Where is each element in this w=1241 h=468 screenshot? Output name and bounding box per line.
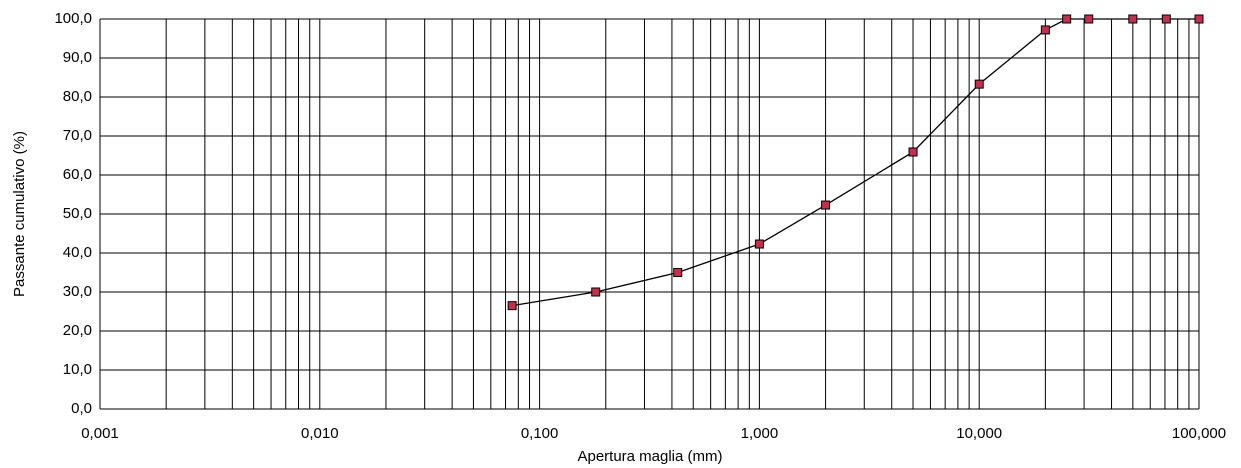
y-tick-label: 40,0 — [63, 244, 92, 261]
data-point — [1084, 14, 1094, 24]
y-tick-label: 80,0 — [63, 88, 92, 105]
x-axis-label: Apertura maglia (mm) — [577, 448, 722, 465]
data-point — [1194, 14, 1204, 24]
data-point — [591, 287, 601, 297]
y-tick-label: 30,0 — [63, 283, 92, 300]
y-tick-label: 70,0 — [63, 127, 92, 144]
data-point — [754, 239, 764, 249]
data-point — [507, 301, 517, 311]
data-line — [512, 18, 1199, 307]
data-point — [1040, 25, 1050, 35]
y-tick-label: 10,0 — [63, 361, 92, 378]
data-point — [1128, 14, 1138, 24]
data-point — [1161, 14, 1171, 24]
y-tick-label: 0,0 — [71, 400, 92, 417]
x-tick-label: 100,000 — [1172, 425, 1226, 442]
x-tick-label: 0,100 — [521, 425, 559, 442]
x-tick-label: 1,000 — [741, 425, 779, 442]
y-tick-label: 50,0 — [63, 205, 92, 222]
x-tick-label: 10,000 — [956, 425, 1002, 442]
x-tick-label: 0,010 — [301, 425, 339, 442]
data-point — [821, 200, 831, 210]
y-axis-label: Passante cumulativo (%) — [11, 131, 28, 297]
y-tick-label: 90,0 — [63, 49, 92, 66]
y-tick-label: 20,0 — [63, 322, 92, 339]
x-tick-label: 0,001 — [81, 425, 119, 442]
data-point — [673, 268, 683, 277]
data-point — [908, 147, 918, 157]
y-tick-label: 60,0 — [63, 166, 92, 183]
data-point — [1062, 14, 1072, 24]
y-tick-label: 100,0 — [54, 10, 92, 27]
data-point — [974, 79, 984, 89]
